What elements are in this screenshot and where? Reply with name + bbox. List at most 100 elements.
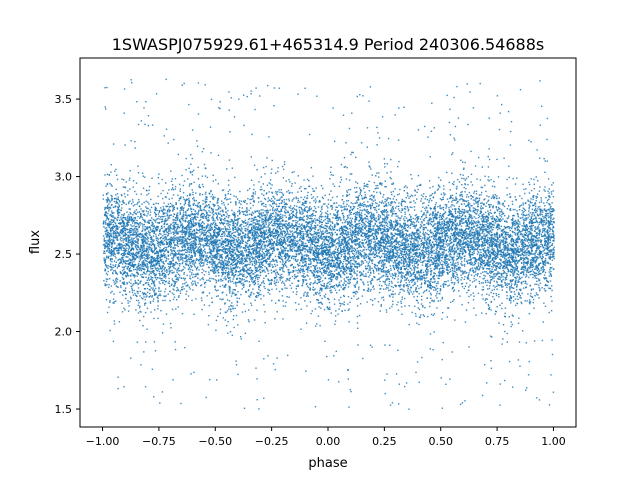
data-point <box>473 203 475 205</box>
data-point <box>165 240 167 243</box>
data-point <box>542 223 544 225</box>
chart-title: 1SWASPJ075929.61+465314.9 Period 240306.… <box>112 35 544 54</box>
data-point <box>133 217 135 219</box>
data-point <box>485 302 487 304</box>
data-point <box>536 239 539 241</box>
data-point <box>228 236 231 238</box>
data-point <box>523 269 525 271</box>
data-point <box>163 202 165 204</box>
data-point <box>502 202 504 204</box>
data-point <box>495 233 498 236</box>
data-point <box>212 267 215 269</box>
data-point <box>331 276 333 279</box>
data-point <box>384 186 386 188</box>
data-point <box>461 222 463 224</box>
data-point <box>258 210 261 212</box>
data-point <box>116 281 118 283</box>
data-point <box>373 245 376 248</box>
data-point <box>121 244 123 246</box>
data-point <box>411 311 413 314</box>
data-point <box>366 243 369 246</box>
data-point <box>201 292 204 294</box>
data-point <box>453 199 455 201</box>
data-point <box>194 247 197 250</box>
data-point <box>278 233 280 236</box>
data-point <box>207 257 210 259</box>
data-point <box>278 228 280 230</box>
data-point <box>471 219 473 222</box>
data-point <box>379 182 381 184</box>
data-point <box>226 220 228 222</box>
data-point <box>488 305 490 307</box>
data-point <box>177 212 179 214</box>
data-point <box>230 258 232 261</box>
data-point <box>551 202 553 204</box>
data-point <box>295 208 297 211</box>
data-point <box>278 253 281 255</box>
data-point <box>447 307 449 309</box>
data-point <box>544 186 546 188</box>
data-point <box>253 232 256 235</box>
data-point <box>139 310 141 313</box>
data-point <box>462 200 464 202</box>
data-point <box>110 194 112 197</box>
data-point <box>534 254 536 256</box>
data-point <box>324 271 326 273</box>
data-point <box>340 267 342 269</box>
data-point <box>372 269 374 271</box>
data-point <box>480 249 482 251</box>
data-point <box>356 315 359 318</box>
data-point <box>365 240 368 243</box>
data-point <box>162 220 164 222</box>
data-point <box>197 166 199 169</box>
data-point <box>381 217 384 220</box>
data-point <box>104 258 107 261</box>
data-point <box>519 289 522 292</box>
data-point <box>343 289 345 291</box>
data-point <box>130 238 132 241</box>
data-point <box>397 230 399 232</box>
data-point <box>189 275 191 277</box>
data-point <box>355 293 357 295</box>
data-point <box>166 192 169 194</box>
data-point <box>524 254 526 256</box>
data-point <box>433 246 435 248</box>
data-point <box>441 222 443 225</box>
data-point <box>123 281 125 283</box>
data-point <box>208 271 210 273</box>
data-point <box>409 237 411 240</box>
data-point <box>158 182 160 185</box>
data-point <box>501 281 503 283</box>
data-point <box>243 210 245 213</box>
data-point <box>526 256 528 258</box>
data-point <box>385 203 387 205</box>
data-point <box>340 280 342 282</box>
data-point <box>395 225 398 227</box>
data-point <box>509 247 512 250</box>
data-point <box>271 239 274 241</box>
data-point <box>483 233 485 235</box>
data-point <box>197 277 199 279</box>
data-point <box>142 293 145 295</box>
data-point <box>117 286 119 288</box>
data-point <box>507 232 509 234</box>
data-point <box>119 247 121 250</box>
data-point <box>337 241 339 244</box>
data-point <box>405 197 407 199</box>
data-point <box>467 245 469 247</box>
data-point <box>329 242 331 245</box>
data-point <box>428 214 431 216</box>
data-point <box>521 283 523 285</box>
data-point <box>111 185 113 187</box>
data-point <box>123 247 125 249</box>
data-point <box>121 246 123 248</box>
data-point <box>261 267 263 269</box>
data-point <box>133 276 136 278</box>
data-point <box>359 94 361 96</box>
data-point <box>175 308 177 310</box>
data-point <box>219 256 221 259</box>
data-point <box>133 261 135 263</box>
data-point <box>553 217 555 219</box>
data-point <box>354 257 357 259</box>
data-point <box>531 237 533 240</box>
